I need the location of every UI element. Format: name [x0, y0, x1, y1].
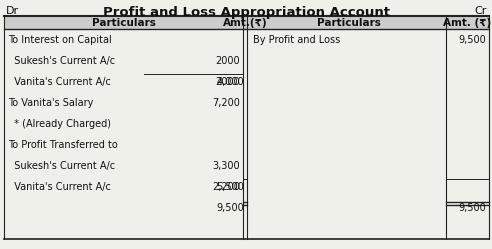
Text: Sukesh's Current A/c: Sukesh's Current A/c: [8, 57, 115, 66]
Text: Amt.(₹): Amt.(₹): [223, 17, 267, 27]
Text: 2000: 2000: [215, 77, 240, 87]
Text: Sukesh's Current A/c: Sukesh's Current A/c: [8, 161, 115, 172]
Text: Profit and Loss Appropriation Account: Profit and Loss Appropriation Account: [103, 6, 390, 19]
Text: Vanita's Current A/c: Vanita's Current A/c: [8, 183, 111, 192]
Text: To Profit Transferred to: To Profit Transferred to: [8, 140, 118, 150]
Text: Particulars: Particulars: [316, 17, 380, 27]
Text: Dr: Dr: [6, 6, 19, 16]
Text: 2000: 2000: [215, 57, 240, 66]
Text: 2,200: 2,200: [212, 183, 240, 192]
Text: 9,500: 9,500: [458, 203, 486, 213]
Text: 5,500: 5,500: [216, 183, 244, 192]
Text: 9,500: 9,500: [458, 35, 486, 46]
Text: Cr: Cr: [475, 6, 487, 16]
Text: To Vanita's Salary: To Vanita's Salary: [8, 98, 93, 109]
Text: 7,200: 7,200: [212, 98, 240, 109]
Text: By Profit and Loss: By Profit and Loss: [253, 35, 340, 46]
Text: 4,000: 4,000: [216, 77, 244, 87]
Text: * (Already Charged): * (Already Charged): [8, 120, 111, 129]
Text: 3,300: 3,300: [213, 161, 240, 172]
Text: Particulars: Particulars: [92, 17, 155, 27]
Text: Amt. (₹): Amt. (₹): [443, 17, 492, 27]
Text: To Interest on Capital: To Interest on Capital: [8, 35, 112, 46]
Bar: [4, 16, 489, 29]
Text: Vanita's Current A/c: Vanita's Current A/c: [8, 77, 111, 87]
Text: 9,500: 9,500: [216, 203, 244, 213]
